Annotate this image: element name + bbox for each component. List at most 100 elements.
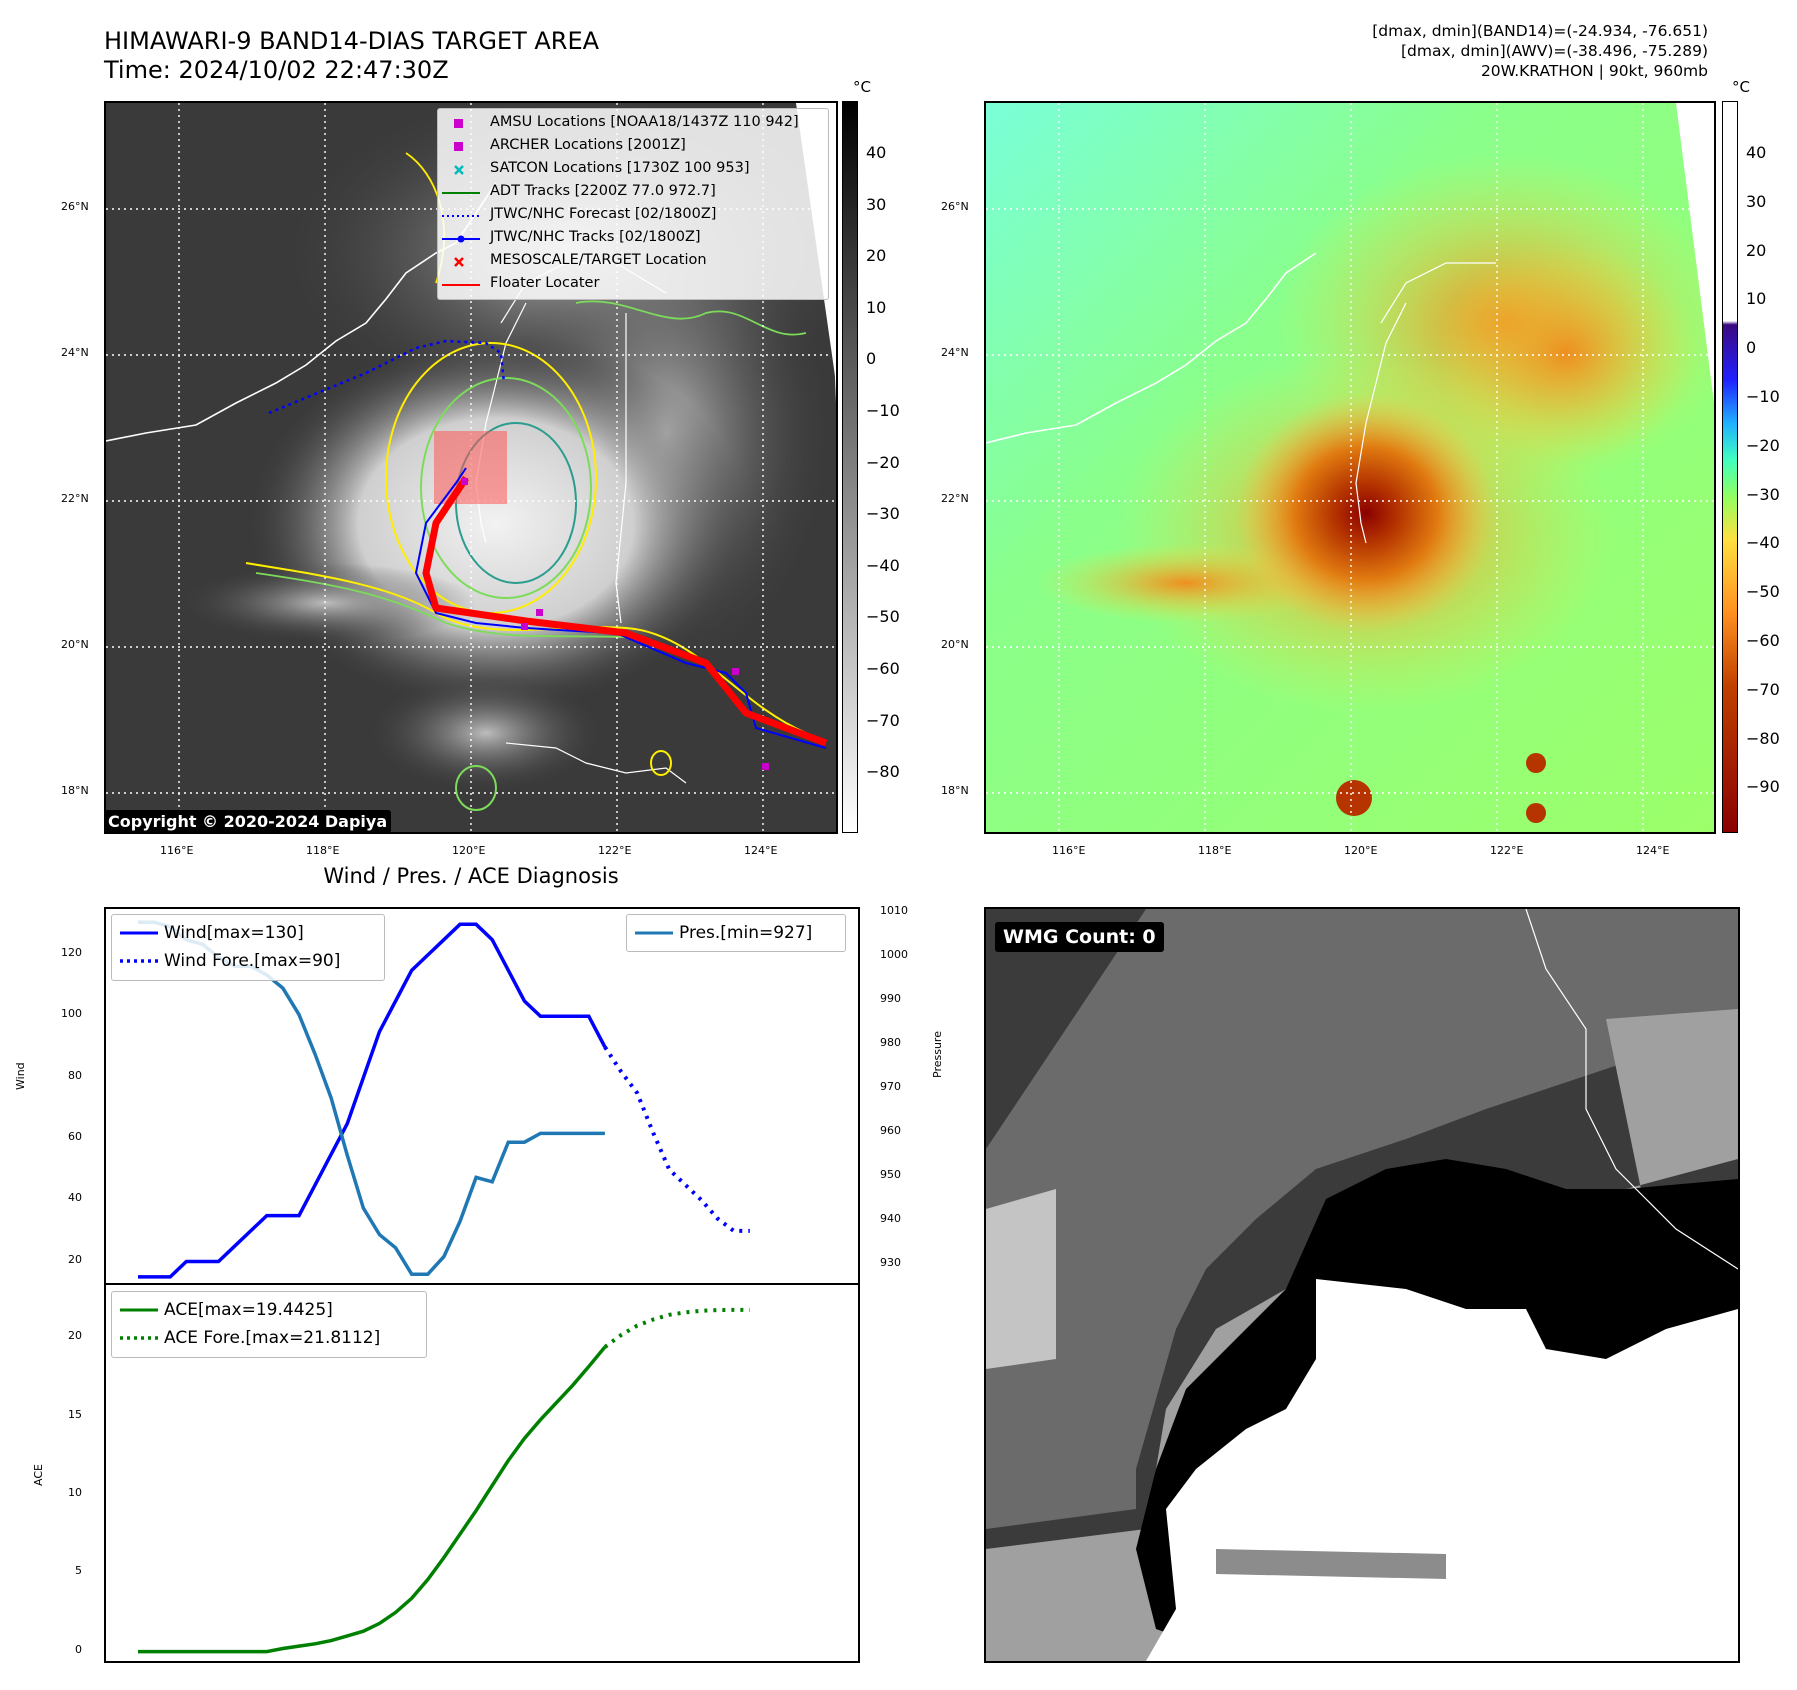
- lon-label: 116°E: [1052, 844, 1086, 857]
- info-line-2: [dmax, dmin](AWV)=(-38.496, -75.289): [1401, 42, 1708, 60]
- line-marker-icon: [442, 192, 480, 194]
- lat-label: 20°N: [61, 638, 89, 651]
- lon-label: 124°E: [744, 844, 778, 857]
- lon-label: 120°E: [1344, 844, 1378, 857]
- colorbar-right: [1722, 101, 1738, 833]
- wind-legend: Wind[max=130] Wind Fore.[max=90]: [111, 914, 385, 981]
- ace-tick-label: 5: [75, 1564, 82, 1578]
- line-dot-marker-icon: [442, 235, 480, 243]
- colorbar-unit: °C: [853, 78, 871, 96]
- colorbar-tick-label: −80: [1746, 728, 1780, 748]
- colorbar-left: [842, 101, 858, 833]
- wmg-image: [986, 909, 1738, 1661]
- y-axis-label-pressure: Pressure: [931, 1031, 944, 1078]
- colorbar-tick-label: 30: [1746, 191, 1767, 211]
- colorbar-tick-label: 10: [866, 297, 887, 317]
- figure-time: Time: 2024/10/02 22:47:30Z: [104, 56, 449, 84]
- colorbar-tick-label: −70: [1746, 679, 1780, 699]
- y-axis-label-ace: ACE: [32, 1464, 45, 1486]
- ace-tick-label: 20: [68, 1329, 82, 1343]
- diagnosis-title: Wind / Pres. / ACE Diagnosis: [323, 864, 619, 888]
- lon-label: 124°E: [1636, 844, 1670, 857]
- ace-tick-label: 10: [68, 1485, 82, 1499]
- colorbar-tick-label: −40: [866, 555, 900, 575]
- colorbar-tick-label: 0: [866, 349, 877, 369]
- colorbar-tick-label: −20: [866, 452, 900, 472]
- lat-label: 26°N: [61, 200, 89, 213]
- wind-forecast-line: [603, 1045, 750, 1233]
- colorbar-tick-label: −60: [1746, 631, 1780, 650]
- colorbar-tick-label: −50: [1746, 582, 1780, 602]
- lat-label: 20°N: [941, 638, 969, 651]
- copyright-label: Copyright © 2020-2024 Dapiya: [104, 810, 392, 833]
- line-marker-icon: [120, 1308, 158, 1312]
- square-marker-icon: [454, 119, 463, 128]
- x-marker-icon: [454, 165, 464, 175]
- line-marker-icon: [442, 284, 480, 286]
- colorbar-tick-label: 10: [1746, 289, 1767, 309]
- wmg-panel: [984, 907, 1740, 1663]
- lon-label: 116°E: [160, 844, 194, 857]
- map-legend: AMSU Locations [NOAA18/1437Z 110 942] AR…: [437, 108, 829, 300]
- ace-svg: [138, 1307, 750, 1654]
- ace-legend: ACE[max=19.4425] ACE Fore.[max=21.8112]: [111, 1291, 427, 1358]
- wind-tick-label: 120: [61, 945, 82, 959]
- ace-forecast-line: [603, 1307, 750, 1349]
- colorbar-tick-label: −20: [1746, 435, 1780, 455]
- lat-label: 22°N: [941, 492, 969, 505]
- colorbar-tick-label: −30: [866, 504, 900, 524]
- colorbar-unit: °C: [1732, 78, 1750, 96]
- ace-series-line: [138, 1345, 607, 1654]
- lat-label: 24°N: [61, 346, 89, 359]
- info-line-1: [dmax, dmin](BAND14)=(-24.934, -76.651): [1372, 22, 1708, 40]
- colorbar-tick-label: −90: [1746, 777, 1780, 797]
- lon-label: 122°E: [1490, 844, 1524, 857]
- lat-label: 22°N: [61, 492, 89, 505]
- pressure-tick-label: 970: [880, 1080, 901, 1094]
- figure-title: HIMAWARI-9 BAND14-DIAS TARGET AREA: [104, 27, 600, 55]
- ace-tick-label: 15: [68, 1407, 82, 1421]
- pressure-tick-label: 990: [880, 992, 901, 1006]
- ace-tick-label: 0: [75, 1642, 82, 1656]
- lat-label: 18°N: [61, 784, 89, 797]
- pressure-tick-label: 930: [880, 1256, 901, 1270]
- pressure-tick-label: 940: [880, 1212, 901, 1226]
- lon-label: 120°E: [452, 844, 486, 857]
- colorbar-tick-label: −80: [866, 762, 900, 782]
- colorbar-tick-label: −10: [1746, 387, 1780, 406]
- colorbar-tick-label: −50: [866, 607, 900, 627]
- dotted-line-icon: [120, 959, 158, 963]
- wind-series-line: [138, 922, 607, 1279]
- colorbar-tick-label: 40: [866, 143, 887, 162]
- pressure-legend: Pres.[min=927]: [626, 914, 846, 952]
- colorbar-tick-label: −10: [866, 401, 900, 420]
- wind-tick-label: 40: [68, 1191, 82, 1205]
- lon-label: 122°E: [598, 844, 632, 857]
- awv-map-image: [986, 103, 1714, 832]
- target-box: [434, 431, 507, 504]
- dotted-line-icon: [442, 215, 480, 217]
- lat-label: 26°N: [941, 200, 969, 213]
- awv-map-panel: [984, 101, 1716, 834]
- line-marker-icon: [635, 931, 673, 935]
- colorbar-tick-label: −30: [1746, 484, 1780, 504]
- dotted-line-icon: [120, 1336, 158, 1340]
- pressure-tick-label: 1010: [880, 904, 908, 918]
- wind-tick-label: 20: [68, 1252, 82, 1266]
- pressure-tick-label: 950: [880, 1168, 901, 1182]
- info-line-3: 20W.KRATHON | 90kt, 960mb: [1480, 62, 1708, 80]
- pressure-tick-label: 960: [880, 1124, 901, 1138]
- square-marker-icon: [454, 142, 463, 151]
- pressure-tick-label: 980: [880, 1036, 901, 1050]
- line-marker-icon: [120, 931, 158, 935]
- colorbar-tick-label: 20: [1746, 240, 1767, 260]
- wind-tick-label: 100: [61, 1007, 82, 1021]
- wind-tick-label: 60: [68, 1129, 82, 1143]
- lat-label: 18°N: [941, 784, 969, 797]
- colorbar-tick-label: 0: [1746, 338, 1757, 358]
- lon-label: 118°E: [1198, 844, 1232, 857]
- colorbar-tick-label: −60: [866, 659, 900, 678]
- wind-tick-label: 80: [68, 1068, 82, 1082]
- colorbar-tick-label: 40: [1746, 143, 1767, 162]
- lon-label: 118°E: [306, 844, 340, 857]
